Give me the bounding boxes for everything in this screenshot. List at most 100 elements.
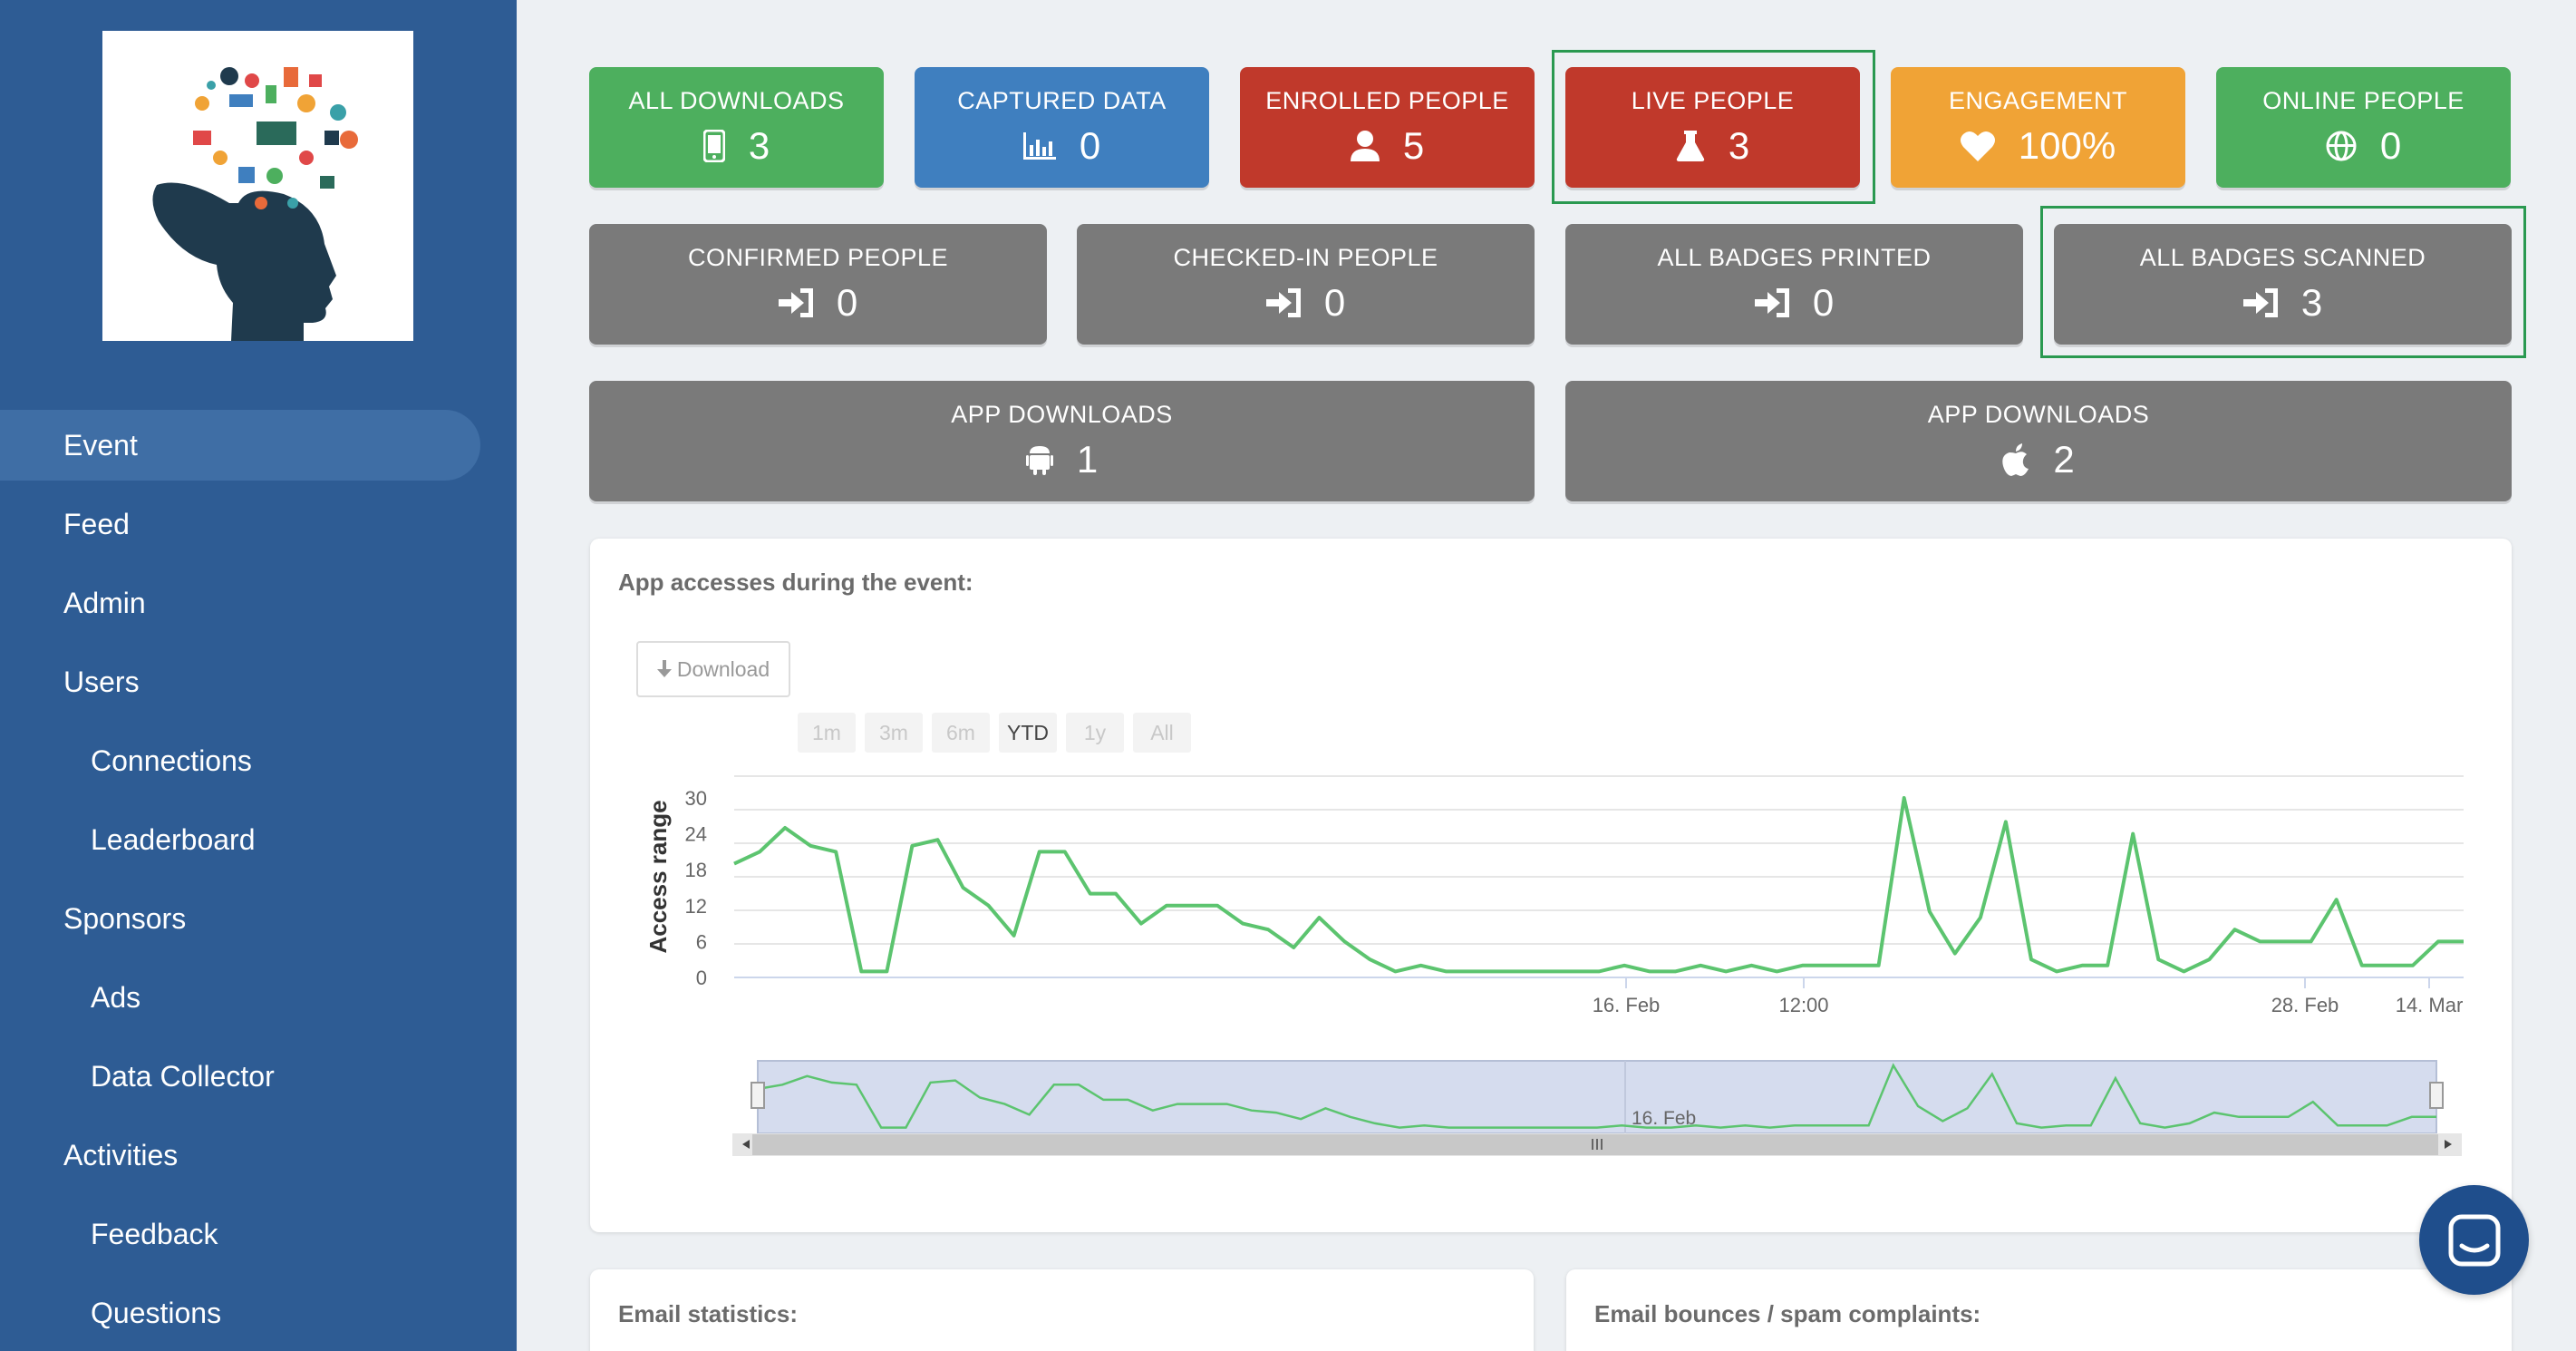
panel-title: App accesses during the event: (618, 569, 973, 596)
nav-questions[interactable]: Questions (0, 1278, 221, 1348)
y-tick-label: 18 (685, 859, 707, 881)
tile-value: 0 (1323, 281, 1346, 324)
range-1y[interactable]: 1y (1066, 713, 1124, 753)
panel-title: Email statistics: (618, 1300, 798, 1327)
nav-label: Event (63, 429, 138, 462)
tile-live-people[interactable]: LIVE PEOPLE 3 (1565, 67, 1860, 188)
highlight-box (2040, 206, 2526, 358)
email-bounces-panel (1566, 1269, 2512, 1351)
nav-connections[interactable]: Connections (0, 725, 252, 796)
chat-button[interactable] (2419, 1185, 2529, 1295)
nav-feedback[interactable]: Feedback (0, 1199, 218, 1269)
apple-icon (2002, 443, 2029, 476)
chat-icon (2448, 1214, 2500, 1266)
tile-enrolled-people[interactable]: ENROLLED PEOPLE 5 (1240, 67, 1535, 188)
nav-activities[interactable]: Activities (0, 1120, 178, 1191)
x-tick-label: 16. Feb (1593, 994, 1661, 1016)
sign-in-icon (2242, 288, 2278, 317)
nav-label: Admin (63, 587, 146, 619)
tile-value: 1 (1076, 438, 1099, 481)
navigator-selection[interactable] (757, 1060, 2437, 1134)
flask-icon (1676, 131, 1705, 161)
nav-label: Users (63, 666, 140, 698)
tile-all-downloads[interactable]: ALL DOWNLOADS 3 (589, 67, 884, 188)
tile-app-downloads-ios[interactable]: APP DOWNLOADS 2 (1565, 381, 2512, 501)
tile-label: ALL BADGES PRINTED (1657, 244, 1932, 271)
y-tick-label: 6 (696, 930, 707, 953)
scrollbar-grip-icon (1592, 1139, 1603, 1150)
x-tick-label: 28. Feb (2271, 994, 2339, 1016)
range-1m[interactable]: 1m (798, 713, 856, 753)
range-3m[interactable]: 3m (865, 713, 923, 753)
tile-label: LIVE PEOPLE (1631, 87, 1795, 114)
navigator-handle-right[interactable] (2429, 1082, 2444, 1109)
download-icon (656, 660, 672, 677)
tile-value: 0 (1079, 124, 1101, 167)
nav-label: Leaderboard (91, 823, 256, 856)
nav-label: Activities (63, 1139, 179, 1171)
navigator-date-label: 16. Feb (1632, 1108, 1696, 1129)
nav-label: Connections (91, 744, 252, 777)
range-all[interactable]: All (1133, 713, 1191, 753)
nav-label: Feed (63, 508, 130, 540)
x-tick-label: 12:00 (1778, 994, 1828, 1016)
nav-sponsors[interactable]: Sponsors (0, 883, 186, 954)
nav-label: Sponsors (63, 902, 187, 935)
y-axis-label: Access range (644, 800, 672, 953)
nav-event[interactable]: Event (0, 410, 480, 481)
series-line (733, 796, 2464, 974)
download-button[interactable]: Download (636, 641, 790, 697)
tile-label: ENROLLED PEOPLE (1265, 87, 1509, 114)
scroll-left-arrow[interactable] (742, 1140, 750, 1149)
tile-value: 0 (2379, 124, 2402, 167)
tile-label: ALL BADGES SCANNED (2139, 244, 2426, 271)
tile-online-people[interactable]: ONLINE PEOPLE 0 (2216, 67, 2511, 188)
nav-users[interactable]: Users (0, 646, 140, 717)
tile-engagement[interactable]: ENGAGEMENT 100% (1891, 67, 2185, 188)
nav-ads[interactable]: Ads (0, 962, 140, 1033)
globe-icon (2326, 131, 2357, 161)
tile-value: 0 (1812, 281, 1835, 324)
sign-in-icon (1754, 288, 1789, 317)
mobile-icon (702, 130, 725, 162)
download-label: Download (676, 656, 770, 681)
sidebar: Event Feed Admin Users Connections Leade… (0, 0, 517, 1351)
navigator-scrollbar-thumb[interactable] (752, 1134, 2438, 1155)
tile-value: 3 (2300, 281, 2323, 324)
nav-feed[interactable]: Feed (0, 489, 130, 559)
tile-all-badges-printed[interactable]: ALL BADGES PRINTED 0 (1565, 224, 2023, 345)
tile-value: 100% (2018, 124, 2116, 167)
android-icon (1025, 446, 1053, 475)
nav-data-collector[interactable]: Data Collector (0, 1041, 275, 1112)
tile-all-badges-scanned[interactable]: ALL BADGES SCANNED 3 (2054, 224, 2512, 345)
tile-checked-in-people[interactable]: CHECKED-IN PEOPLE 0 (1077, 224, 1535, 345)
tile-value: 2 (2053, 438, 2075, 481)
sign-in-icon (778, 288, 813, 317)
panel-title: Email bounces / spam complaints: (1594, 1300, 1981, 1327)
nav-leaderboard[interactable]: Leaderboard (0, 804, 255, 875)
email-statistics-panel (590, 1269, 1534, 1351)
tile-confirmed-people[interactable]: CONFIRMED PEOPLE 0 (589, 224, 1047, 345)
navigator-handle-left[interactable] (751, 1082, 765, 1109)
tile-label: ONLINE PEOPLE (2262, 87, 2465, 114)
user-icon (1350, 131, 1380, 161)
tile-captured-data[interactable]: CAPTURED DATA 0 (915, 67, 1209, 188)
tile-value: 3 (1728, 124, 1750, 167)
tile-label: APP DOWNLOADS (1927, 401, 2150, 428)
tile-app-downloads-android[interactable]: APP DOWNLOADS 1 (589, 381, 1535, 501)
highlight-box (1552, 50, 1875, 204)
tile-label: APP DOWNLOADS (951, 401, 1173, 428)
nav-label: Ads (91, 981, 141, 1014)
event-logo (102, 31, 413, 341)
navigator-series-line (757, 1063, 2436, 1129)
tile-label: CHECKED-IN PEOPLE (1173, 244, 1438, 271)
scroll-right-arrow[interactable] (2445, 1140, 2452, 1149)
nav-admin[interactable]: Admin (0, 568, 146, 638)
nav-label: Questions (91, 1297, 222, 1329)
range-6m[interactable]: 6m (932, 713, 990, 753)
range-ytd[interactable]: YTD (999, 713, 1057, 753)
tile-label: CAPTURED DATA (957, 87, 1167, 114)
x-tick-label: 14. Mar (2396, 994, 2464, 1016)
tile-label: ENGAGEMENT (1948, 87, 2128, 114)
